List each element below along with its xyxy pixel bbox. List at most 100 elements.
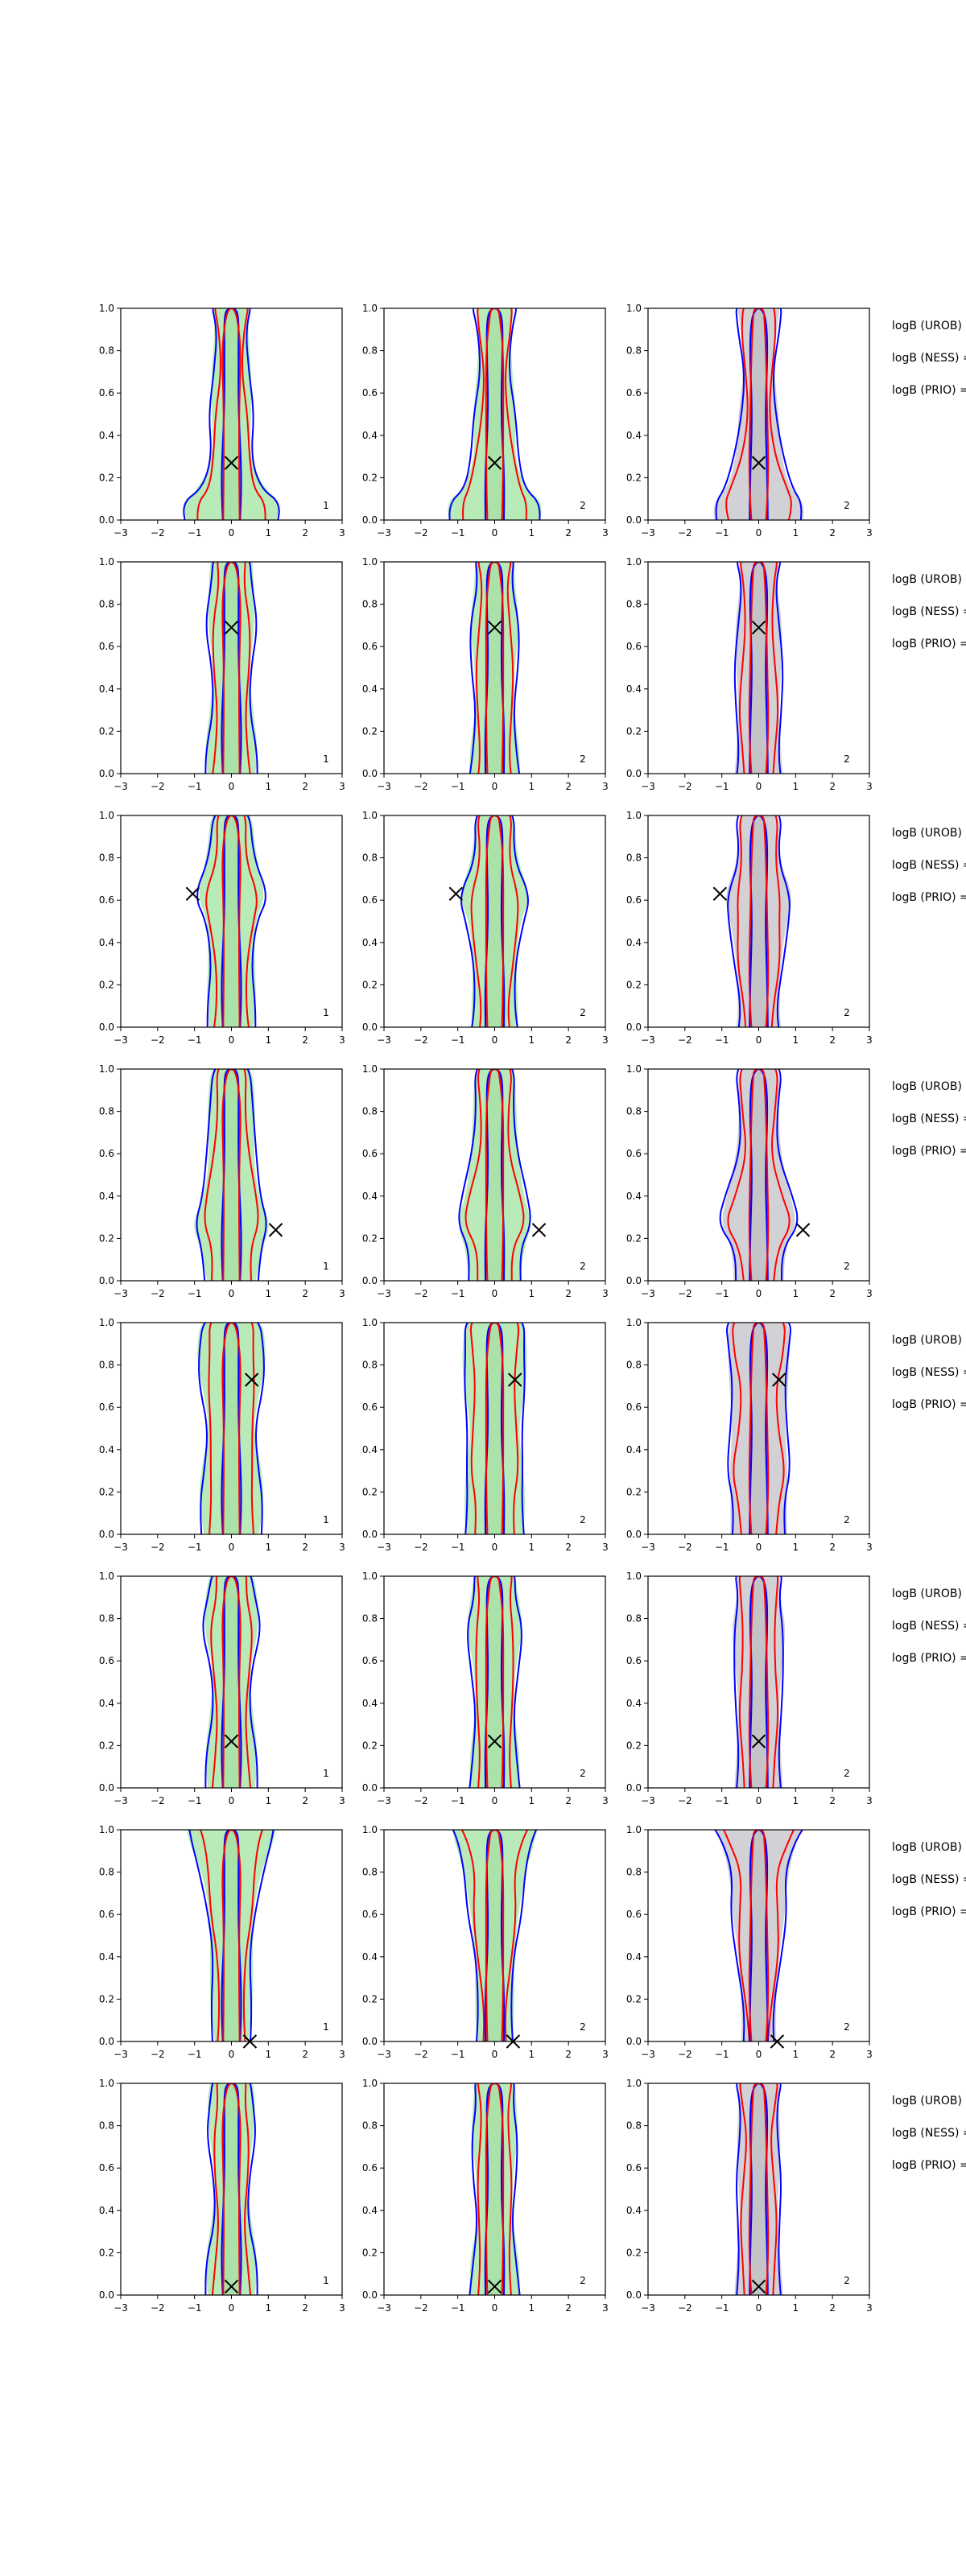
side-label-3: logB (PRIO) = xyxy=(892,891,966,904)
x-tick-label: 3 xyxy=(866,1795,873,1806)
x-tick-label: −3 xyxy=(641,1542,655,1553)
x-tick-label: −3 xyxy=(114,1288,128,1299)
red-contour-inner xyxy=(748,1069,770,1281)
x-tick-label: 2 xyxy=(829,527,836,539)
y-tick-label: 1.0 xyxy=(362,1063,378,1075)
y-tick-label: 0.8 xyxy=(99,1360,114,1371)
x-tick-label: 1 xyxy=(529,1542,535,1553)
x-tick-label: 2 xyxy=(302,1795,308,1806)
x-tick-label: −3 xyxy=(114,1542,128,1553)
x-tick-label: −1 xyxy=(188,781,202,792)
red-contour-outer xyxy=(205,815,258,1027)
x-tick-label: 3 xyxy=(866,527,873,539)
true-value-marker xyxy=(224,2279,239,2294)
panel-corner-label: 2 xyxy=(844,1514,850,1525)
red-contour-outer xyxy=(738,1576,779,1788)
panel-corner-label: 1 xyxy=(323,2275,329,2286)
x-tick-label: −3 xyxy=(114,2302,128,2314)
panel-r8-c2: −3 −2 −1 0 1 2 3 0.0 0.2 0.4 0.6 0.8 1.0 2 xyxy=(362,2078,609,2314)
true-value-marker xyxy=(224,456,239,470)
y-tick-label: 0.2 xyxy=(99,1993,114,2004)
x-tick-label: 1 xyxy=(266,527,272,539)
x-tick-label: 0 xyxy=(756,2302,762,2314)
x-tick-label: −2 xyxy=(414,1034,428,1046)
panel-r8-c3: −3 −2 −1 0 1 2 3 0.0 0.2 0.4 0.6 0.8 1.0 2 xyxy=(626,2078,873,2314)
true-value-marker xyxy=(751,456,766,470)
side-label-2: logB (NESS) = xyxy=(892,352,966,365)
panel-r1-c1: −3 −2 −1 0 1 2 3 0.0 0.2 0.4 0.6 0.8 1.0 1 xyxy=(99,303,345,539)
y-tick-label: 0.8 xyxy=(362,852,378,864)
true-value-marker xyxy=(772,1373,786,1387)
y-tick-label: 0.0 xyxy=(362,1782,378,1794)
red-contour-inner xyxy=(221,2083,242,2295)
y-tick-label: 1.0 xyxy=(626,1317,642,1328)
red-contour-inner xyxy=(485,308,505,520)
x-tick-label: 2 xyxy=(565,781,572,792)
x-tick-label: −3 xyxy=(377,1288,391,1299)
x-tick-label: −2 xyxy=(151,527,165,539)
x-tick-label: 2 xyxy=(829,1034,836,1046)
x-tick-label: −1 xyxy=(188,1795,202,1806)
blue-contour-outer xyxy=(202,1576,261,1788)
red-contour-outer xyxy=(727,1069,791,1281)
x-tick-label: 3 xyxy=(339,2049,345,2060)
y-tick-label: 0.4 xyxy=(99,1191,114,1202)
y-tick-label: 0.2 xyxy=(626,979,642,990)
plot-area xyxy=(202,1576,261,1788)
panel-r3-c3: −3 −2 −1 0 1 2 3 0.0 0.2 0.4 0.6 0.8 1.0 2 xyxy=(626,810,873,1046)
panel-r5-c1: −3 −2 −1 0 1 2 3 0.0 0.2 0.4 0.6 0.8 1.0 1 xyxy=(99,1317,345,1553)
red-contour-outer xyxy=(737,815,781,1027)
y-tick-label: 0.0 xyxy=(99,1529,114,1540)
y-tick-label: 0.8 xyxy=(626,1360,642,1371)
blue-contour-outer xyxy=(726,1323,791,1534)
red-contour-inner xyxy=(748,308,770,520)
x-tick-label: −1 xyxy=(188,2049,202,2060)
y-tick-label: 1.0 xyxy=(626,2078,642,2089)
red-contour-inner xyxy=(485,1576,505,1788)
y-tick-label: 0.2 xyxy=(626,1740,642,1751)
x-tick-label: 3 xyxy=(339,2302,345,2314)
panel-corner-label: 2 xyxy=(844,1007,850,1018)
x-tick-label: 3 xyxy=(339,1542,345,1553)
panel-r6-c3: −3 −2 −1 0 1 2 3 0.0 0.2 0.4 0.6 0.8 1.0 2 xyxy=(626,1571,873,1806)
x-tick-label: 1 xyxy=(529,1034,535,1046)
x-tick-label: −1 xyxy=(188,527,202,539)
x-tick-label: −3 xyxy=(641,2302,655,2314)
true-value-marker xyxy=(224,1734,239,1748)
plot-area xyxy=(467,1576,522,1788)
blue-contour-outer xyxy=(469,562,521,774)
y-tick-label: 0.8 xyxy=(99,345,114,357)
red-contour-outer xyxy=(732,1323,786,1534)
blue-contour-outer xyxy=(204,562,258,774)
x-tick-label: 0 xyxy=(229,1288,235,1299)
x-tick-label: −1 xyxy=(715,1034,729,1046)
plot-area xyxy=(469,2083,521,2295)
x-tick-label: 0 xyxy=(492,2302,498,2314)
y-tick-label: 0.2 xyxy=(99,1740,114,1751)
y-tick-label: 1.0 xyxy=(99,1571,114,1582)
y-tick-label: 0.0 xyxy=(362,1529,378,1540)
panel-r3-c1: −3 −2 −1 0 1 2 3 0.0 0.2 0.4 0.6 0.8 1.0 1 xyxy=(99,810,345,1046)
x-tick-label: −2 xyxy=(414,1288,428,1299)
y-tick-label: 0.4 xyxy=(362,1951,378,1963)
plot-area xyxy=(733,562,784,774)
x-tick-label: 3 xyxy=(339,1795,345,1806)
y-tick-label: 0.6 xyxy=(626,641,642,652)
y-tick-label: 0.0 xyxy=(362,1022,378,1033)
y-tick-label: 0.2 xyxy=(99,1486,114,1497)
y-tick-label: 0.8 xyxy=(99,2120,114,2132)
x-tick-label: −2 xyxy=(678,781,692,792)
blue-contour-outer xyxy=(183,308,280,520)
blue-contour-outer xyxy=(733,1576,784,1788)
red-contour-outer xyxy=(475,1576,514,1788)
y-tick-label: 0.6 xyxy=(99,387,114,398)
y-tick-label: 0.6 xyxy=(99,641,114,652)
red-contour-outer xyxy=(475,562,514,774)
y-tick-label: 0.2 xyxy=(99,725,114,737)
red-contour-outer xyxy=(208,1323,255,1534)
y-tick-label: 0.4 xyxy=(362,1191,378,1202)
x-tick-label: 2 xyxy=(829,2049,836,2060)
x-tick-label: 2 xyxy=(302,1034,308,1046)
panel-r4-c2: −3 −2 −1 0 1 2 3 0.0 0.2 0.4 0.6 0.8 1.0 2 xyxy=(362,1063,609,1299)
